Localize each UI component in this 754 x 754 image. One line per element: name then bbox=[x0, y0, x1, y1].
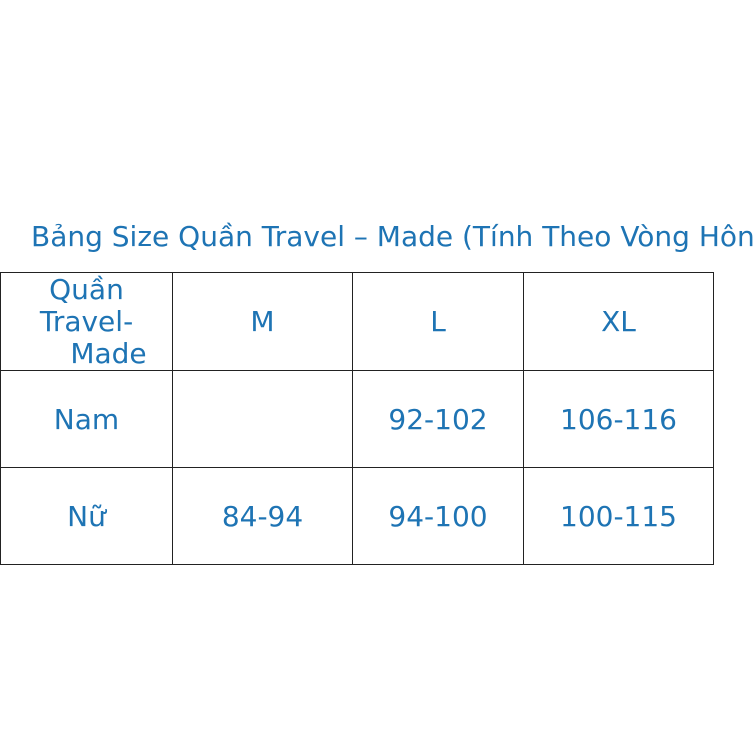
column-header-xl: XL bbox=[523, 272, 714, 371]
corner-line-3: Made bbox=[70, 336, 147, 370]
cell-nu-m: 84-94 bbox=[172, 467, 353, 565]
corner-header-cell: Quần Travel- Made bbox=[0, 272, 173, 371]
row-label-nam: Nam bbox=[0, 370, 173, 468]
size-table: Quần Travel- Made M L XL Nam 92-102 106-… bbox=[0, 272, 714, 565]
cell-nu-xl: 100-115 bbox=[523, 467, 714, 565]
cell-nu-l: 94-100 bbox=[352, 467, 524, 565]
column-header-l: L bbox=[352, 272, 524, 371]
cell-nam-xl: 106-116 bbox=[523, 370, 714, 468]
cell-nam-m bbox=[172, 370, 353, 468]
column-header-m: M bbox=[172, 272, 353, 371]
corner-line-2: Travel- bbox=[39, 304, 134, 338]
cell-nam-l: 92-102 bbox=[352, 370, 524, 468]
page-title: Bảng Size Quần Travel – Made (Tính Theo … bbox=[31, 220, 754, 253]
corner-line-1: Quần bbox=[49, 272, 124, 306]
table-header-row: Quần Travel- Made M L XL bbox=[0, 272, 714, 371]
row-label-nu: Nữ bbox=[0, 467, 173, 565]
table-row-nam: Nam 92-102 106-116 bbox=[0, 370, 714, 468]
table-row-nu: Nữ 84-94 94-100 100-115 bbox=[0, 467, 714, 565]
